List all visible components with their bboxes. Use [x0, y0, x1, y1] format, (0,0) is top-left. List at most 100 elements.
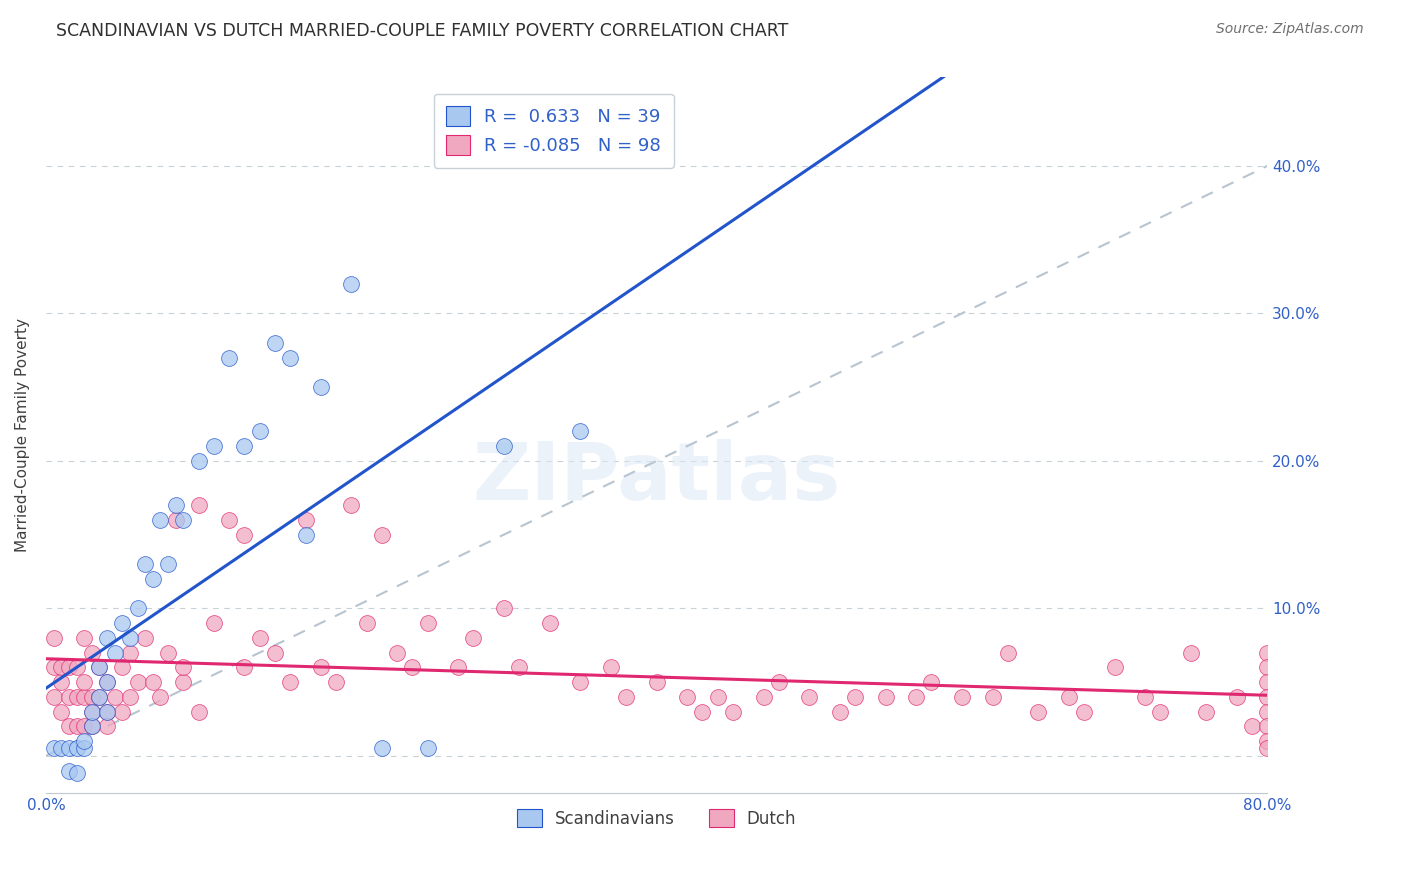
- Point: [65, 660, 87, 674]
- Point: [111, 660, 134, 674]
- Point: [325, 675, 347, 690]
- Point: [111, 616, 134, 631]
- Point: [309, 380, 332, 394]
- Point: [142, 675, 165, 690]
- Point: [142, 572, 165, 586]
- Point: [73, 734, 96, 748]
- Point: [1256, 660, 1278, 674]
- Point: [73, 719, 96, 733]
- Point: [157, 557, 180, 571]
- Point: [80, 690, 103, 704]
- Point: [752, 690, 775, 704]
- Point: [65, 741, 87, 756]
- Point: [65, 719, 87, 733]
- Point: [58, 764, 80, 778]
- Point: [127, 675, 149, 690]
- Point: [1226, 690, 1249, 704]
- Point: [1073, 705, 1095, 719]
- Point: [89, 690, 111, 704]
- Point: [96, 675, 118, 690]
- Point: [42, 741, 65, 756]
- Point: [1149, 705, 1171, 719]
- Point: [51, 660, 73, 674]
- Point: [1256, 705, 1278, 719]
- Point: [340, 277, 363, 291]
- Point: [249, 631, 271, 645]
- Point: [1057, 690, 1080, 704]
- Point: [172, 513, 194, 527]
- Point: [89, 660, 111, 674]
- Point: [447, 660, 470, 674]
- Point: [371, 527, 394, 541]
- Point: [165, 513, 187, 527]
- Point: [1195, 705, 1218, 719]
- Point: [118, 690, 141, 704]
- Point: [187, 705, 209, 719]
- Point: [42, 631, 65, 645]
- Point: [463, 631, 485, 645]
- Point: [340, 498, 363, 512]
- Point: [614, 690, 637, 704]
- Point: [202, 616, 225, 631]
- Point: [96, 719, 118, 733]
- Point: [309, 660, 332, 674]
- Point: [202, 439, 225, 453]
- Point: [538, 616, 561, 631]
- Point: [278, 351, 301, 365]
- Point: [51, 675, 73, 690]
- Point: [172, 660, 194, 674]
- Point: [294, 527, 316, 541]
- Point: [233, 439, 256, 453]
- Point: [1104, 660, 1126, 674]
- Point: [233, 660, 256, 674]
- Point: [233, 527, 256, 541]
- Point: [218, 351, 240, 365]
- Point: [80, 646, 103, 660]
- Point: [1256, 690, 1278, 704]
- Point: [58, 690, 80, 704]
- Point: [149, 513, 172, 527]
- Point: [950, 690, 973, 704]
- Point: [80, 705, 103, 719]
- Point: [80, 705, 103, 719]
- Point: [371, 741, 394, 756]
- Point: [118, 631, 141, 645]
- Point: [1256, 734, 1278, 748]
- Point: [997, 646, 1019, 660]
- Point: [401, 660, 423, 674]
- Point: [416, 741, 439, 756]
- Point: [96, 705, 118, 719]
- Point: [42, 690, 65, 704]
- Point: [264, 335, 287, 350]
- Point: [104, 646, 127, 660]
- Point: [73, 741, 96, 756]
- Point: [73, 675, 96, 690]
- Point: [676, 690, 699, 704]
- Point: [294, 513, 316, 527]
- Point: [492, 601, 515, 615]
- Point: [104, 690, 127, 704]
- Point: [73, 690, 96, 704]
- Point: [118, 646, 141, 660]
- Point: [844, 690, 866, 704]
- Point: [1241, 719, 1264, 733]
- Point: [65, 766, 87, 780]
- Point: [1135, 690, 1157, 704]
- Point: [58, 741, 80, 756]
- Point: [599, 660, 621, 674]
- Legend: Scandinavians, Dutch: Scandinavians, Dutch: [510, 803, 803, 834]
- Point: [80, 719, 103, 733]
- Text: ZIPatlas: ZIPatlas: [472, 439, 841, 517]
- Point: [187, 454, 209, 468]
- Point: [1256, 719, 1278, 733]
- Point: [96, 705, 118, 719]
- Point: [1256, 646, 1278, 660]
- Point: [134, 557, 156, 571]
- Point: [73, 631, 96, 645]
- Point: [799, 690, 821, 704]
- Point: [89, 660, 111, 674]
- Point: [96, 631, 118, 645]
- Point: [111, 705, 134, 719]
- Point: [385, 646, 408, 660]
- Point: [508, 660, 530, 674]
